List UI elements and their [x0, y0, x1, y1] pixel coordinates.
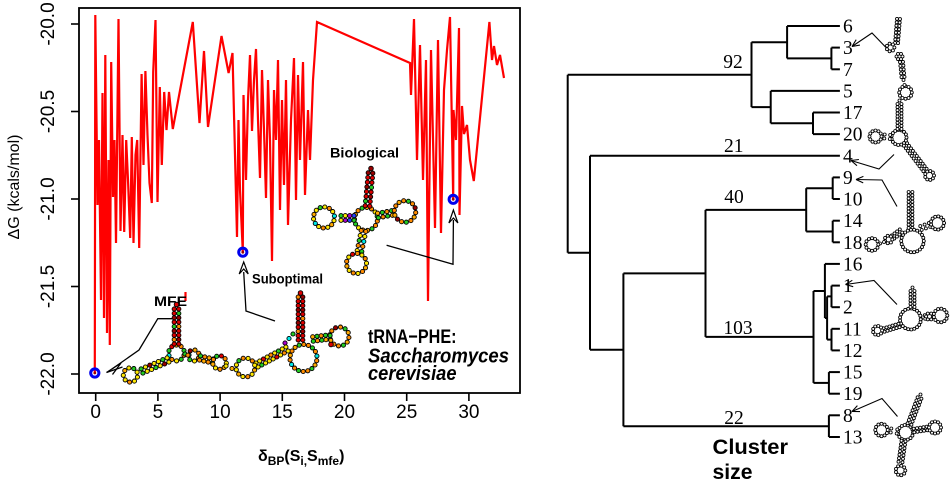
svg-text:25: 25	[396, 402, 417, 423]
svg-text:6: 6	[843, 17, 853, 38]
svg-text:-20.5: -20.5	[38, 90, 59, 133]
svg-text:17: 17	[843, 103, 863, 124]
svg-text:5: 5	[153, 402, 164, 423]
svg-text:Biological: Biological	[330, 145, 399, 161]
svg-text:4: 4	[843, 146, 853, 167]
svg-text:-21.5: -21.5	[38, 265, 59, 308]
svg-text:-22.0: -22.0	[38, 352, 59, 395]
svg-text:5: 5	[843, 81, 853, 102]
svg-text:19: 19	[843, 384, 863, 405]
svg-text:15: 15	[272, 402, 293, 423]
svg-text:MFE: MFE	[154, 293, 187, 309]
svg-text:12: 12	[843, 341, 863, 362]
svg-text:11: 11	[843, 319, 862, 340]
svg-text:8: 8	[843, 406, 853, 427]
svg-text:cerevisiae: cerevisiae	[368, 363, 457, 385]
svg-text:13: 13	[843, 428, 863, 449]
svg-text:40: 40	[724, 187, 744, 208]
svg-text:-21.0: -21.0	[38, 177, 59, 220]
svg-text:size: size	[713, 461, 753, 481]
svg-text:15: 15	[843, 363, 863, 384]
svg-text:2: 2	[843, 298, 853, 319]
svg-text:16: 16	[843, 254, 863, 275]
svg-text:-20.0: -20.0	[38, 2, 59, 45]
svg-text:ΔG (kcals/mol): ΔG (kcals/mol)	[6, 135, 23, 240]
svg-text:103: 103	[723, 318, 752, 339]
svg-text:22: 22	[724, 408, 744, 429]
svg-text:10: 10	[210, 402, 231, 423]
svg-text:20: 20	[843, 125, 863, 146]
svg-text:0: 0	[90, 402, 101, 423]
svg-text:9: 9	[843, 168, 853, 189]
svg-text:18: 18	[843, 233, 863, 254]
svg-text:20: 20	[334, 402, 355, 423]
svg-text:92: 92	[723, 52, 743, 73]
svg-text:14: 14	[843, 211, 863, 232]
svg-text:10: 10	[843, 190, 863, 211]
svg-text:21: 21	[724, 136, 744, 157]
svg-text:Suboptimal: Suboptimal	[252, 271, 323, 287]
svg-text:3: 3	[843, 38, 853, 59]
svg-text:Cluster: Cluster	[713, 436, 789, 459]
svg-text:7: 7	[843, 60, 853, 81]
svg-text:30: 30	[458, 402, 479, 423]
